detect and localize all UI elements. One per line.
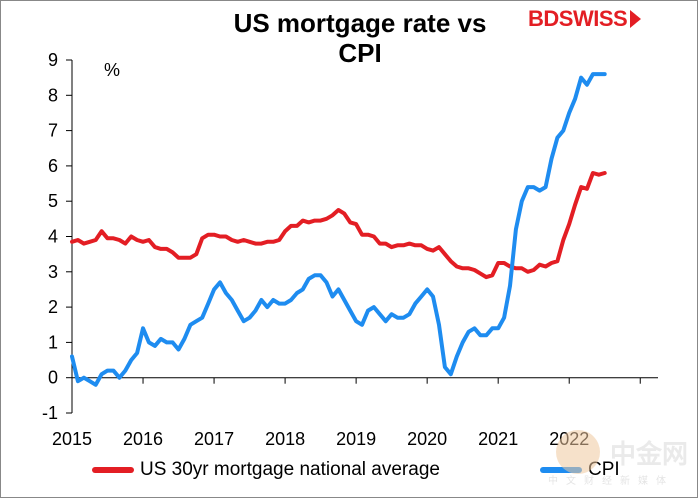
chart-legend: US 30yr mortgage national average CPI xyxy=(0,459,700,487)
watermark-logo-icon xyxy=(556,430,600,474)
chart-title-line2: CPI xyxy=(338,38,382,68)
y-tick-label: -1 xyxy=(42,403,58,423)
chart-title: US mortgage rate vs CPI xyxy=(190,8,530,68)
chart-title-line1: US mortgage rate vs xyxy=(233,8,487,38)
line-chart: -1 0 1 2 3 4 5 6 7 8 9 2015 2016 2017 2018 2019 2020 2021… xyxy=(42,50,658,449)
cpi-series-line xyxy=(70,72,607,387)
logo-bd-text: BD xyxy=(528,6,559,31)
y-tick-label: 4 xyxy=(48,227,58,247)
legend-item-mortgage: US 30yr mortgage national average xyxy=(92,459,440,481)
logo-arrow-icon xyxy=(630,10,642,28)
y-tick-label: 0 xyxy=(48,368,58,388)
legend-swatch-mortgage xyxy=(92,467,134,473)
legend-label-mortgage: US 30yr mortgage national average xyxy=(140,459,440,480)
y-tick-label: 6 xyxy=(48,156,58,176)
x-tick-label: 2020 xyxy=(407,429,447,449)
x-tick-label: 2016 xyxy=(123,429,163,449)
x-tick-label: 2015 xyxy=(52,429,92,449)
x-tick-label: 2018 xyxy=(265,429,305,449)
watermark-text: 中金网 xyxy=(610,440,689,470)
y-tick-label: 8 xyxy=(48,85,58,105)
x-tick-label: 2021 xyxy=(478,429,518,449)
mortgage-series-line xyxy=(70,171,607,280)
y-tick-label: 5 xyxy=(48,191,58,211)
cngold-watermark: 中金网 中文财经新媒体 xyxy=(548,428,688,488)
y-tick-label: 7 xyxy=(48,121,58,141)
y-tick-label: 2 xyxy=(48,297,58,317)
y-tick-label: 1 xyxy=(48,332,58,352)
x-tick-label: 2017 xyxy=(194,429,234,449)
legend-swatch-cpi xyxy=(540,467,582,473)
y-unit-label: % xyxy=(104,60,120,80)
y-tick-label: 3 xyxy=(48,262,58,282)
y-tick-label: 9 xyxy=(48,50,58,70)
bdswiss-logo: BD SWISS xyxy=(528,6,642,32)
logo-swiss-text: SWISS xyxy=(558,6,628,31)
x-tick-label: 2019 xyxy=(336,429,376,449)
watermark-subtext: 中文财经新媒体 xyxy=(548,476,674,487)
